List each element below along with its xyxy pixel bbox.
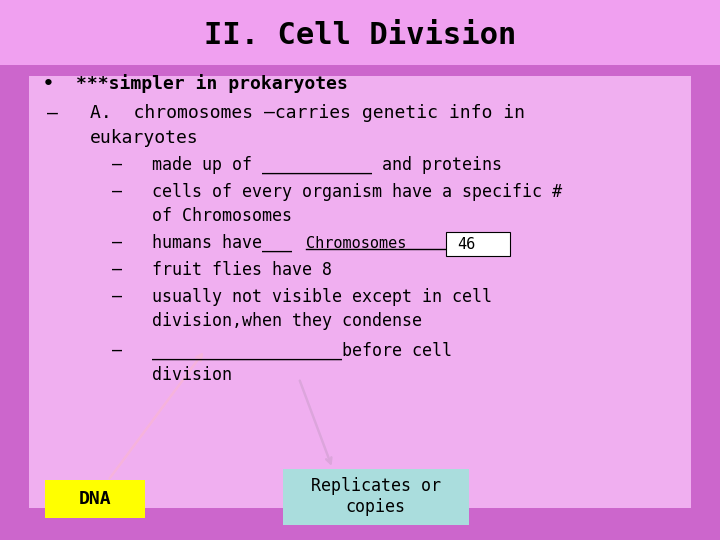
Text: of Chromosomes: of Chromosomes xyxy=(112,207,292,225)
Text: division: division xyxy=(112,366,232,384)
Text: 46: 46 xyxy=(457,237,475,252)
Text: –   cells of every organism have a specific #: – cells of every organism have a specifi… xyxy=(112,183,562,201)
Text: –   made up of ___________ and proteins: – made up of ___________ and proteins xyxy=(112,156,502,174)
Text: •: • xyxy=(43,75,54,93)
Text: eukaryotes: eukaryotes xyxy=(90,129,199,147)
Text: –   humans have___: – humans have___ xyxy=(112,234,292,252)
Text: II. Cell Division: II. Cell Division xyxy=(204,21,516,50)
Text: –   usually not visible except in cell: – usually not visible except in cell xyxy=(112,288,492,306)
Text: –   fruit flies have 8: – fruit flies have 8 xyxy=(112,261,332,279)
Text: division,when they condense: division,when they condense xyxy=(112,312,422,330)
Text: A.  chromosomes –carries genetic info in: A. chromosomes –carries genetic info in xyxy=(90,104,525,123)
Text: –   ___________________before cell: – ___________________before cell xyxy=(112,342,451,360)
Text: –: – xyxy=(47,104,58,123)
Text: DNA: DNA xyxy=(78,490,112,508)
Text: ***simpler in prokaryotes: ***simpler in prokaryotes xyxy=(76,74,348,93)
Text: Replicates or
copies: Replicates or copies xyxy=(311,477,441,516)
Text: Chromosomes: Chromosomes xyxy=(306,235,406,251)
